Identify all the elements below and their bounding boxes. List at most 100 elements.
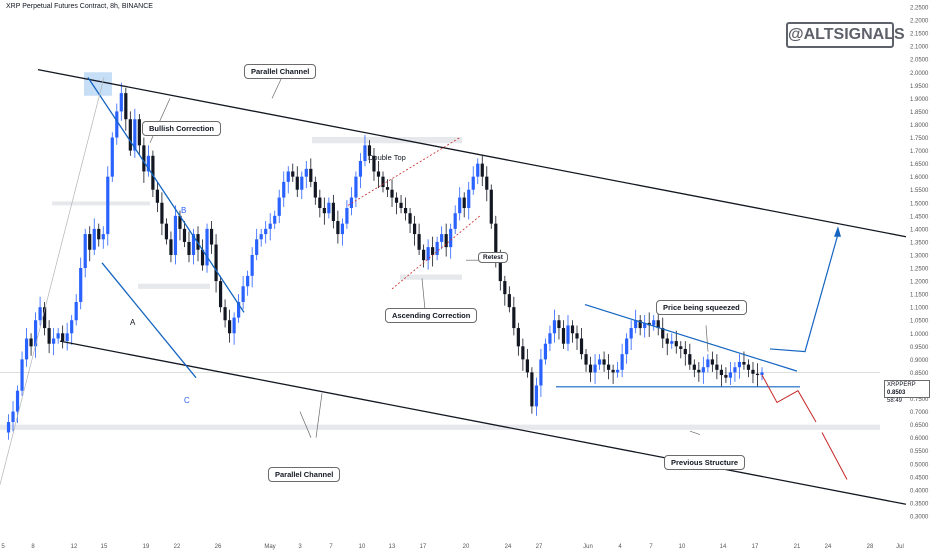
bullish-projection bbox=[769, 233, 839, 353]
candle-body bbox=[115, 111, 119, 138]
candle-body bbox=[227, 320, 232, 334]
candle-body bbox=[151, 155, 155, 190]
candle-body bbox=[498, 260, 502, 282]
candle-body bbox=[255, 239, 259, 255]
candle-body bbox=[187, 241, 191, 255]
candle-body bbox=[65, 333, 69, 342]
candle-body bbox=[394, 197, 399, 203]
x-tick-label: 17 bbox=[420, 544, 427, 550]
y-tick-label: 1.7500 bbox=[910, 136, 929, 142]
x-tick-label: 22 bbox=[174, 544, 181, 550]
y-axis: 2.2500 2.2000 2.1500 2.1000 2.0500 2.0000 1.95… bbox=[910, 6, 929, 521]
candle-body bbox=[507, 294, 511, 308]
x-tick-label: 21 bbox=[794, 544, 801, 550]
candle-body bbox=[710, 359, 714, 365]
y-tick-label: 1.4000 bbox=[910, 227, 929, 233]
resistance-zone bbox=[52, 201, 150, 206]
candle-body bbox=[43, 307, 47, 329]
candle-body bbox=[11, 411, 15, 423]
x-tick-label: 20 bbox=[463, 544, 470, 550]
wave-a-label: A bbox=[130, 318, 136, 327]
drawings bbox=[0, 69, 907, 505]
candle-body bbox=[444, 234, 448, 248]
ascending-correction-zone bbox=[400, 274, 462, 280]
candle-body bbox=[33, 320, 38, 347]
wedge-lower-line bbox=[101, 262, 197, 379]
candle-body bbox=[620, 354, 624, 370]
y-tick-label: 0.3000 bbox=[910, 515, 929, 521]
candle-body bbox=[476, 163, 480, 177]
ascending-correction-label: Ascending Correction bbox=[385, 308, 478, 323]
y-tick-label: 2.1000 bbox=[910, 45, 929, 51]
x-tick-label: Jun bbox=[583, 544, 593, 550]
candle-body bbox=[593, 364, 597, 373]
candle-body bbox=[385, 187, 390, 190]
candle-body bbox=[101, 234, 105, 240]
y-tick-label: 0.5000 bbox=[910, 462, 929, 468]
candle-body bbox=[683, 348, 687, 355]
candle-body bbox=[503, 281, 507, 295]
x-tick-label: Jul bbox=[896, 544, 904, 550]
current-price-tag: XRPPERP 0.8503 58:49 bbox=[884, 380, 930, 404]
x-tick-label: 27 bbox=[536, 544, 543, 550]
candle-body bbox=[737, 361, 742, 368]
candle-body bbox=[724, 375, 728, 378]
candle-body bbox=[345, 207, 349, 224]
candle-body bbox=[742, 361, 746, 365]
candle-body bbox=[349, 197, 354, 208]
candle-body bbox=[29, 338, 33, 347]
parallel-channel-bottom-label: Parallel Channel bbox=[268, 467, 341, 482]
candle-body bbox=[616, 369, 620, 373]
candle-body bbox=[79, 268, 83, 302]
y-tick-label: 1.1500 bbox=[910, 293, 929, 299]
candle-body bbox=[24, 338, 29, 360]
bearish-projection-2 bbox=[821, 432, 848, 480]
candle-body bbox=[327, 202, 331, 214]
candle-body bbox=[471, 176, 475, 190]
y-tick-label: 2.2000 bbox=[910, 19, 929, 25]
x-tick-label: 12 bbox=[71, 544, 78, 550]
candle-body bbox=[331, 202, 335, 222]
candle-body bbox=[588, 364, 593, 373]
candle-body bbox=[575, 333, 579, 339]
candle-body bbox=[164, 223, 169, 240]
wave-a-zone bbox=[138, 283, 210, 289]
y-tick-label: 0.9500 bbox=[910, 345, 929, 351]
candle-body bbox=[611, 369, 615, 373]
candle-body bbox=[706, 359, 710, 368]
candle-body bbox=[160, 202, 164, 224]
y-tick-label: 0.4500 bbox=[910, 475, 929, 481]
y-tick-label: 1.3500 bbox=[910, 240, 929, 246]
candle-body bbox=[128, 119, 132, 151]
candle-body bbox=[629, 328, 633, 339]
channel-bottom-line bbox=[59, 340, 907, 505]
callout-leader bbox=[421, 278, 426, 310]
candle-body bbox=[237, 301, 241, 318]
double-top-zone bbox=[312, 136, 462, 144]
candle-body bbox=[688, 354, 692, 365]
candle-body bbox=[155, 189, 160, 203]
candle-body bbox=[566, 325, 570, 344]
candle-body bbox=[259, 234, 263, 240]
candle-body bbox=[282, 181, 286, 198]
candle-body bbox=[661, 328, 665, 339]
candle-body bbox=[309, 168, 313, 182]
candle-body bbox=[20, 359, 24, 391]
candle-body bbox=[372, 155, 376, 172]
price-tag-price: 0.8503 bbox=[887, 390, 906, 396]
squeeze-upper-line bbox=[584, 303, 798, 372]
y-tick-label: 1.4500 bbox=[910, 214, 929, 220]
candle-body bbox=[300, 176, 304, 190]
candle-body bbox=[6, 422, 11, 433]
candle-body bbox=[318, 197, 322, 208]
candle-body bbox=[534, 385, 539, 407]
candle-body bbox=[47, 328, 51, 344]
candle-body bbox=[606, 364, 611, 370]
candle-body bbox=[453, 213, 457, 229]
candle-body bbox=[679, 346, 683, 349]
candle-body bbox=[512, 307, 516, 329]
candle-body bbox=[97, 228, 101, 240]
candle-body bbox=[728, 372, 733, 378]
x-tick-label: 24 bbox=[505, 544, 512, 550]
candle-body bbox=[232, 317, 236, 334]
